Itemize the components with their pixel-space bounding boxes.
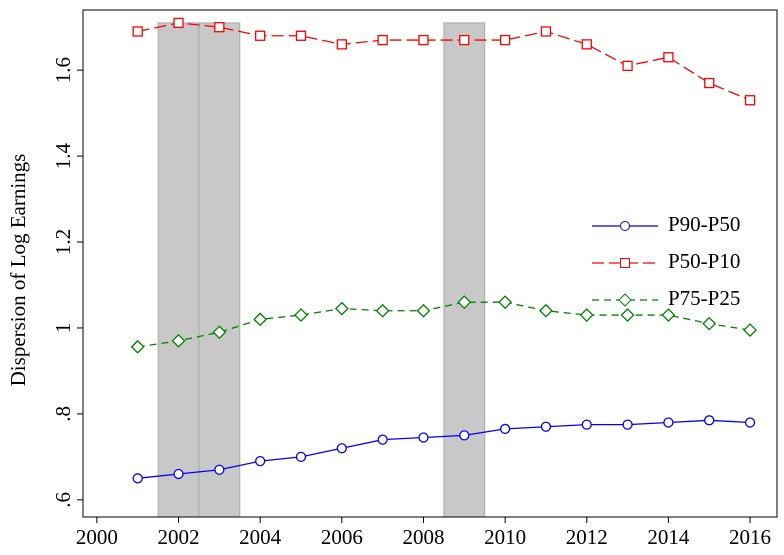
marker bbox=[744, 417, 756, 428]
y-axis-label: Dispersion of Log Earnings bbox=[6, 154, 30, 387]
marker bbox=[459, 34, 470, 46]
marker bbox=[294, 308, 308, 322]
x-tick-label: 2016 bbox=[729, 525, 771, 549]
legend-marker bbox=[618, 293, 632, 307]
x-tick-label: 2004 bbox=[239, 525, 282, 549]
marker bbox=[173, 468, 184, 480]
marker bbox=[499, 34, 511, 46]
marker bbox=[418, 432, 429, 443]
y-tick-label: 1 bbox=[51, 323, 75, 334]
legend-label: P75-P25 bbox=[668, 286, 740, 310]
legend-label: P50-P10 bbox=[668, 249, 740, 273]
shaded-band bbox=[157, 22, 200, 518]
legend-marker bbox=[620, 221, 630, 231]
y-tick-label: .6 bbox=[51, 492, 75, 508]
marker bbox=[334, 301, 349, 316]
x-tick-label: 2008 bbox=[402, 525, 444, 549]
marker bbox=[130, 339, 145, 354]
marker bbox=[295, 451, 307, 462]
y-tick-label: 1.2 bbox=[51, 229, 75, 255]
x-tick-label: 2014 bbox=[647, 525, 690, 549]
marker bbox=[661, 308, 676, 322]
marker bbox=[173, 17, 184, 29]
legend-label: P90-P50 bbox=[668, 212, 740, 236]
shaded-band bbox=[443, 22, 486, 518]
marker bbox=[539, 303, 553, 318]
marker bbox=[704, 77, 715, 89]
marker bbox=[581, 39, 592, 50]
x-tick-label: 2006 bbox=[321, 525, 363, 549]
marker bbox=[295, 30, 307, 41]
legend-marker bbox=[620, 258, 630, 268]
marker bbox=[620, 308, 635, 322]
marker bbox=[743, 323, 757, 338]
marker bbox=[253, 312, 268, 327]
marker bbox=[418, 34, 429, 46]
marker bbox=[540, 421, 552, 432]
marker bbox=[255, 455, 266, 467]
marker bbox=[377, 434, 388, 445]
marker bbox=[704, 415, 715, 426]
shaded-band bbox=[198, 22, 241, 518]
marker bbox=[255, 30, 266, 41]
x-tick-label: 2002 bbox=[158, 525, 200, 549]
series-line bbox=[137, 301, 751, 348]
marker bbox=[132, 26, 143, 37]
marker bbox=[581, 419, 592, 430]
marker bbox=[375, 303, 390, 318]
marker bbox=[132, 473, 143, 484]
marker bbox=[416, 303, 431, 318]
marker bbox=[622, 419, 633, 430]
marker bbox=[214, 464, 225, 475]
marker bbox=[579, 308, 594, 322]
marker bbox=[214, 22, 225, 33]
marker bbox=[377, 34, 388, 46]
marker bbox=[663, 417, 674, 428]
series-line bbox=[137, 419, 751, 479]
marker bbox=[171, 333, 186, 348]
marker bbox=[663, 52, 674, 63]
x-tick-label: 2012 bbox=[566, 525, 608, 549]
marker bbox=[336, 39, 347, 50]
marker bbox=[212, 325, 227, 340]
series-line bbox=[137, 22, 751, 101]
marker bbox=[499, 423, 511, 435]
y-tick-label: 1.6 bbox=[51, 57, 75, 83]
marker bbox=[459, 430, 470, 441]
y-tick-label: .8 bbox=[51, 406, 75, 422]
marker bbox=[744, 95, 756, 106]
y-tick-label: 1.4 bbox=[51, 142, 75, 169]
plot-frame bbox=[82, 9, 778, 518]
marker bbox=[622, 60, 633, 72]
x-tick-label: 2010 bbox=[484, 525, 526, 549]
marker bbox=[457, 295, 472, 310]
marker bbox=[336, 443, 347, 454]
marker bbox=[540, 26, 552, 37]
marker bbox=[498, 295, 513, 310]
x-tick-label: 2000 bbox=[76, 525, 118, 549]
marker bbox=[702, 316, 717, 331]
